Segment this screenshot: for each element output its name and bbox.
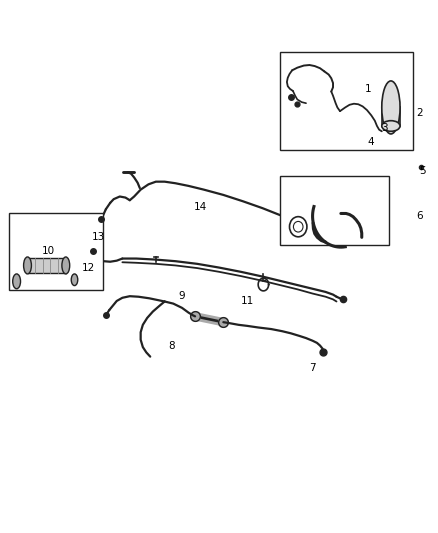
Ellipse shape bbox=[13, 274, 21, 289]
Bar bbox=[28, 258, 66, 273]
Ellipse shape bbox=[382, 81, 400, 134]
Bar bbox=[280, 52, 413, 150]
Text: 4: 4 bbox=[367, 137, 374, 147]
Text: 3: 3 bbox=[381, 123, 388, 133]
Ellipse shape bbox=[24, 257, 32, 274]
Bar bbox=[280, 176, 389, 245]
Text: 11: 11 bbox=[240, 296, 254, 306]
Text: 13: 13 bbox=[92, 232, 105, 243]
Ellipse shape bbox=[293, 221, 303, 232]
Ellipse shape bbox=[71, 274, 78, 286]
Text: 2: 2 bbox=[416, 108, 423, 118]
Bar bbox=[9, 214, 103, 290]
Text: 6: 6 bbox=[416, 211, 423, 221]
Ellipse shape bbox=[62, 257, 70, 274]
Text: 1: 1 bbox=[364, 84, 371, 94]
Text: 12: 12 bbox=[82, 263, 95, 273]
Ellipse shape bbox=[290, 216, 307, 237]
Text: 9: 9 bbox=[179, 290, 185, 301]
Text: 10: 10 bbox=[42, 246, 55, 256]
Text: 8: 8 bbox=[168, 341, 174, 351]
Text: 5: 5 bbox=[419, 166, 426, 176]
Ellipse shape bbox=[382, 120, 400, 131]
Text: 7: 7 bbox=[309, 364, 316, 373]
Text: 14: 14 bbox=[194, 202, 207, 212]
